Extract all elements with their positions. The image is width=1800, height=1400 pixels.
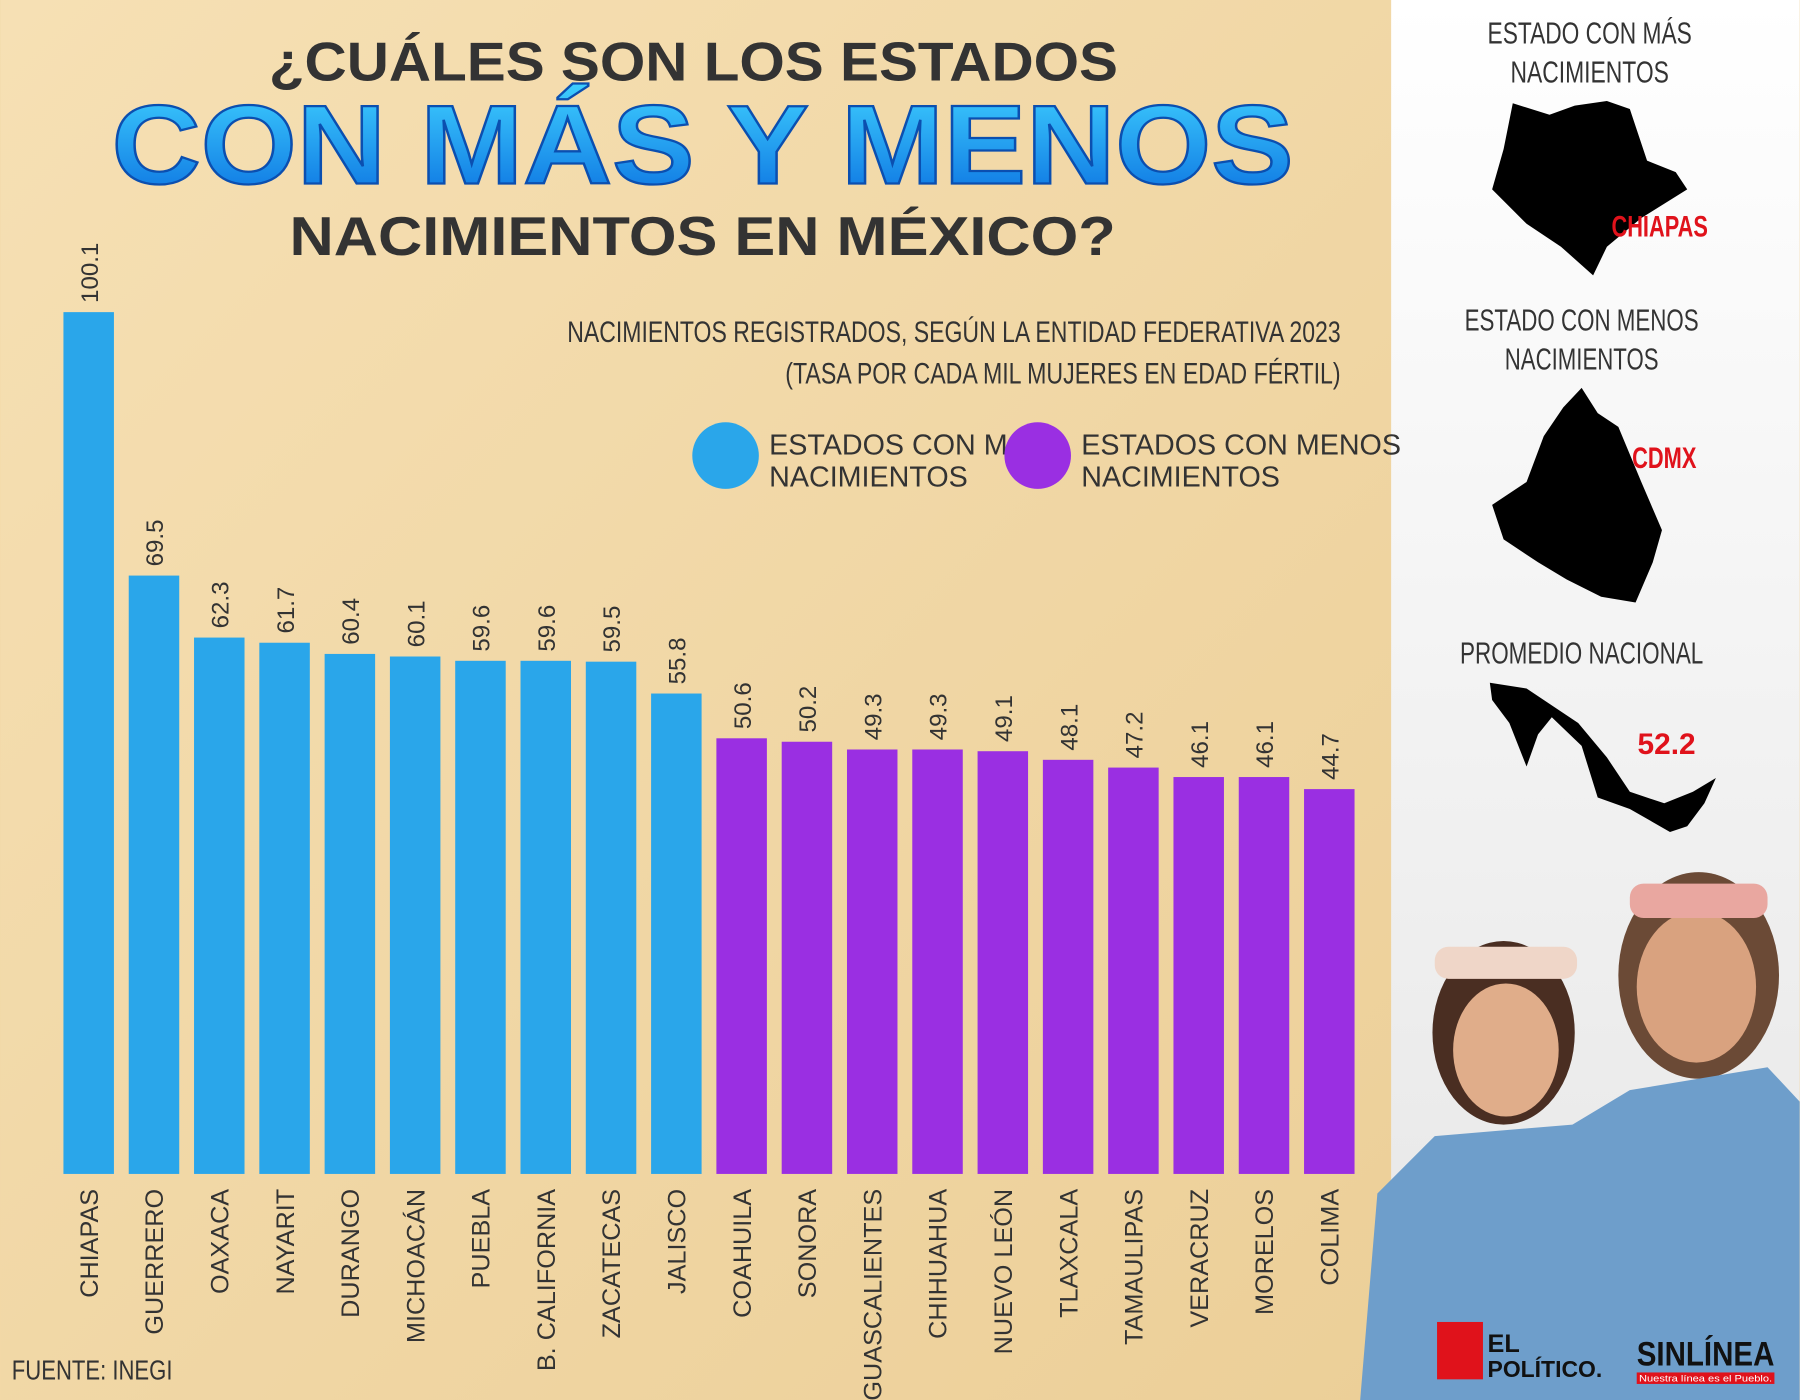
x-tick-label: NUEVO LEÓN: [989, 1189, 1018, 1354]
sidebar-state: CHIAPAS: [1611, 210, 1707, 243]
value-label: 59.6: [469, 605, 496, 652]
x-tick-label: CHIHUAHUA: [925, 1189, 953, 1339]
bar: [716, 738, 767, 1174]
x-tick-label: JALISCO: [664, 1189, 692, 1294]
x-tick-label: DURANGO: [337, 1189, 365, 1318]
bar: [585, 661, 637, 1174]
plot: CHIAPAS GUERRERO OAXACA NAYARIT DURANGO MICHO…: [63, 243, 1401, 1400]
legend-swatch: [1004, 422, 1071, 489]
value-label: 69.5: [142, 520, 169, 567]
subtitle: (TASA POR CADA MIL MUJERES EN EDAD FÉRTI…: [785, 357, 1340, 390]
x-tick-label: MORELOS: [1251, 1189, 1279, 1315]
value-label: 59.6: [534, 605, 561, 652]
x-tick-label: TLAXCALA: [1055, 1189, 1083, 1318]
legend-label: ESTADOS CON MENOS: [1081, 429, 1401, 461]
bar: [63, 312, 114, 1174]
bar: [1238, 777, 1290, 1174]
value-label: 60.1: [403, 600, 430, 647]
value-label: 61.7: [273, 587, 300, 634]
x-tick-label: AGUASCALIENTES: [859, 1189, 887, 1400]
bar: [259, 642, 310, 1174]
sidebar-title: ESTADO CON MÁS: [1488, 16, 1692, 51]
bar: [977, 751, 1029, 1174]
sidebar-title: NACIMIENTOS: [1505, 342, 1659, 377]
map-cdmx: [1492, 387, 1662, 603]
legend-label: NACIMIENTOS: [1081, 462, 1280, 494]
value-label: 46.1: [1187, 721, 1214, 768]
value-label: 44.7: [1317, 733, 1344, 780]
logo-el-politico: EL POLÍTICO.: [1437, 1321, 1603, 1382]
sidebar-title: ESTADO CON MENOS: [1465, 302, 1699, 337]
bar: [520, 660, 571, 1174]
bar: [912, 749, 963, 1174]
x-tick-label: GUERRERO: [141, 1189, 169, 1335]
x-tick-label: OAXACA: [206, 1189, 234, 1294]
value-label: 46.1: [1252, 721, 1279, 768]
x-tick-label: TAMAULIPAS: [1121, 1189, 1149, 1345]
value-label: 50.6: [730, 682, 757, 729]
bar: [781, 741, 833, 1174]
bar: [194, 637, 245, 1174]
bar: [324, 653, 376, 1174]
value-label: 49.1: [991, 695, 1018, 742]
map-mexico: [1489, 682, 1716, 832]
x-tick-label: VERACRUZ: [1186, 1189, 1214, 1328]
title-line: NACIMIENTOS EN MÉXICO?: [290, 205, 1116, 267]
sidebar-title: PROMEDIO NACIONAL: [1460, 635, 1703, 670]
legend-label: ESTADOS CON MÁS: [769, 428, 1046, 461]
bar: [846, 749, 898, 1174]
logo-tagline: Nuestra línea es el Pueblo.: [1639, 1374, 1772, 1384]
value-label: 48.1: [1056, 704, 1083, 751]
legend-swatch: [692, 422, 759, 489]
x-tick-label: PUEBLA: [468, 1189, 496, 1289]
sidebar-value: 52.2: [1638, 728, 1696, 761]
value-label: 62.3: [207, 582, 234, 629]
logo-text: POLÍTICO.: [1488, 1356, 1603, 1382]
value-label: 55.8: [665, 637, 692, 684]
x-tick-label: COAHUILA: [729, 1189, 757, 1318]
x-tick-label: B. CALIFORNIA: [533, 1189, 561, 1371]
logo-text: EL: [1488, 1330, 1520, 1358]
x-tick-label: SONORA: [794, 1189, 822, 1299]
sidebar-state: CDMX: [1632, 442, 1696, 475]
logo-text: SINLÍNEA: [1637, 1334, 1775, 1374]
x-tick-label: NAYARIT: [272, 1189, 300, 1295]
bar: [128, 575, 180, 1174]
bar: [1042, 759, 1094, 1174]
bar: [389, 656, 441, 1174]
legend-label: NACIMIENTOS: [769, 462, 968, 494]
x-tick-label: ZACATECAS: [598, 1189, 626, 1339]
value-label: 50.2: [795, 686, 822, 733]
logo-sinlinea: SINLÍNEA Nuestra línea es el Pueblo.: [1636, 1334, 1775, 1384]
title-line: CON MÁS Y MENOS: [112, 82, 1294, 208]
x-tick-label: CHIAPAS: [76, 1189, 104, 1298]
x-tick-label: MICHOACÁN: [401, 1189, 430, 1343]
source: FUENTE: INEGI: [12, 1354, 173, 1385]
bar: [1173, 777, 1224, 1174]
value-label: 47.2: [1122, 712, 1149, 759]
photo: [1360, 872, 1800, 1400]
bar: [1304, 789, 1355, 1174]
title-line: ¿CUÁLES SON LOS ESTADOS: [269, 30, 1118, 92]
value-label: 100.1: [77, 243, 104, 303]
bar: [1108, 767, 1159, 1174]
bar: [455, 660, 506, 1174]
x-tick-label: COLIMA: [1316, 1189, 1344, 1286]
value-label: 59.5: [599, 606, 626, 653]
bar: [651, 693, 702, 1174]
map-chiapas: [1492, 100, 1688, 276]
value-label: 60.4: [338, 598, 365, 645]
subtitle: NACIMIENTOS REGISTRADOS, SEGÚN LA ENTIDA…: [567, 316, 1340, 349]
value-label: 49.3: [860, 693, 887, 740]
sidebar-title: NACIMIENTOS: [1510, 55, 1668, 90]
value-label: 49.3: [926, 693, 953, 740]
